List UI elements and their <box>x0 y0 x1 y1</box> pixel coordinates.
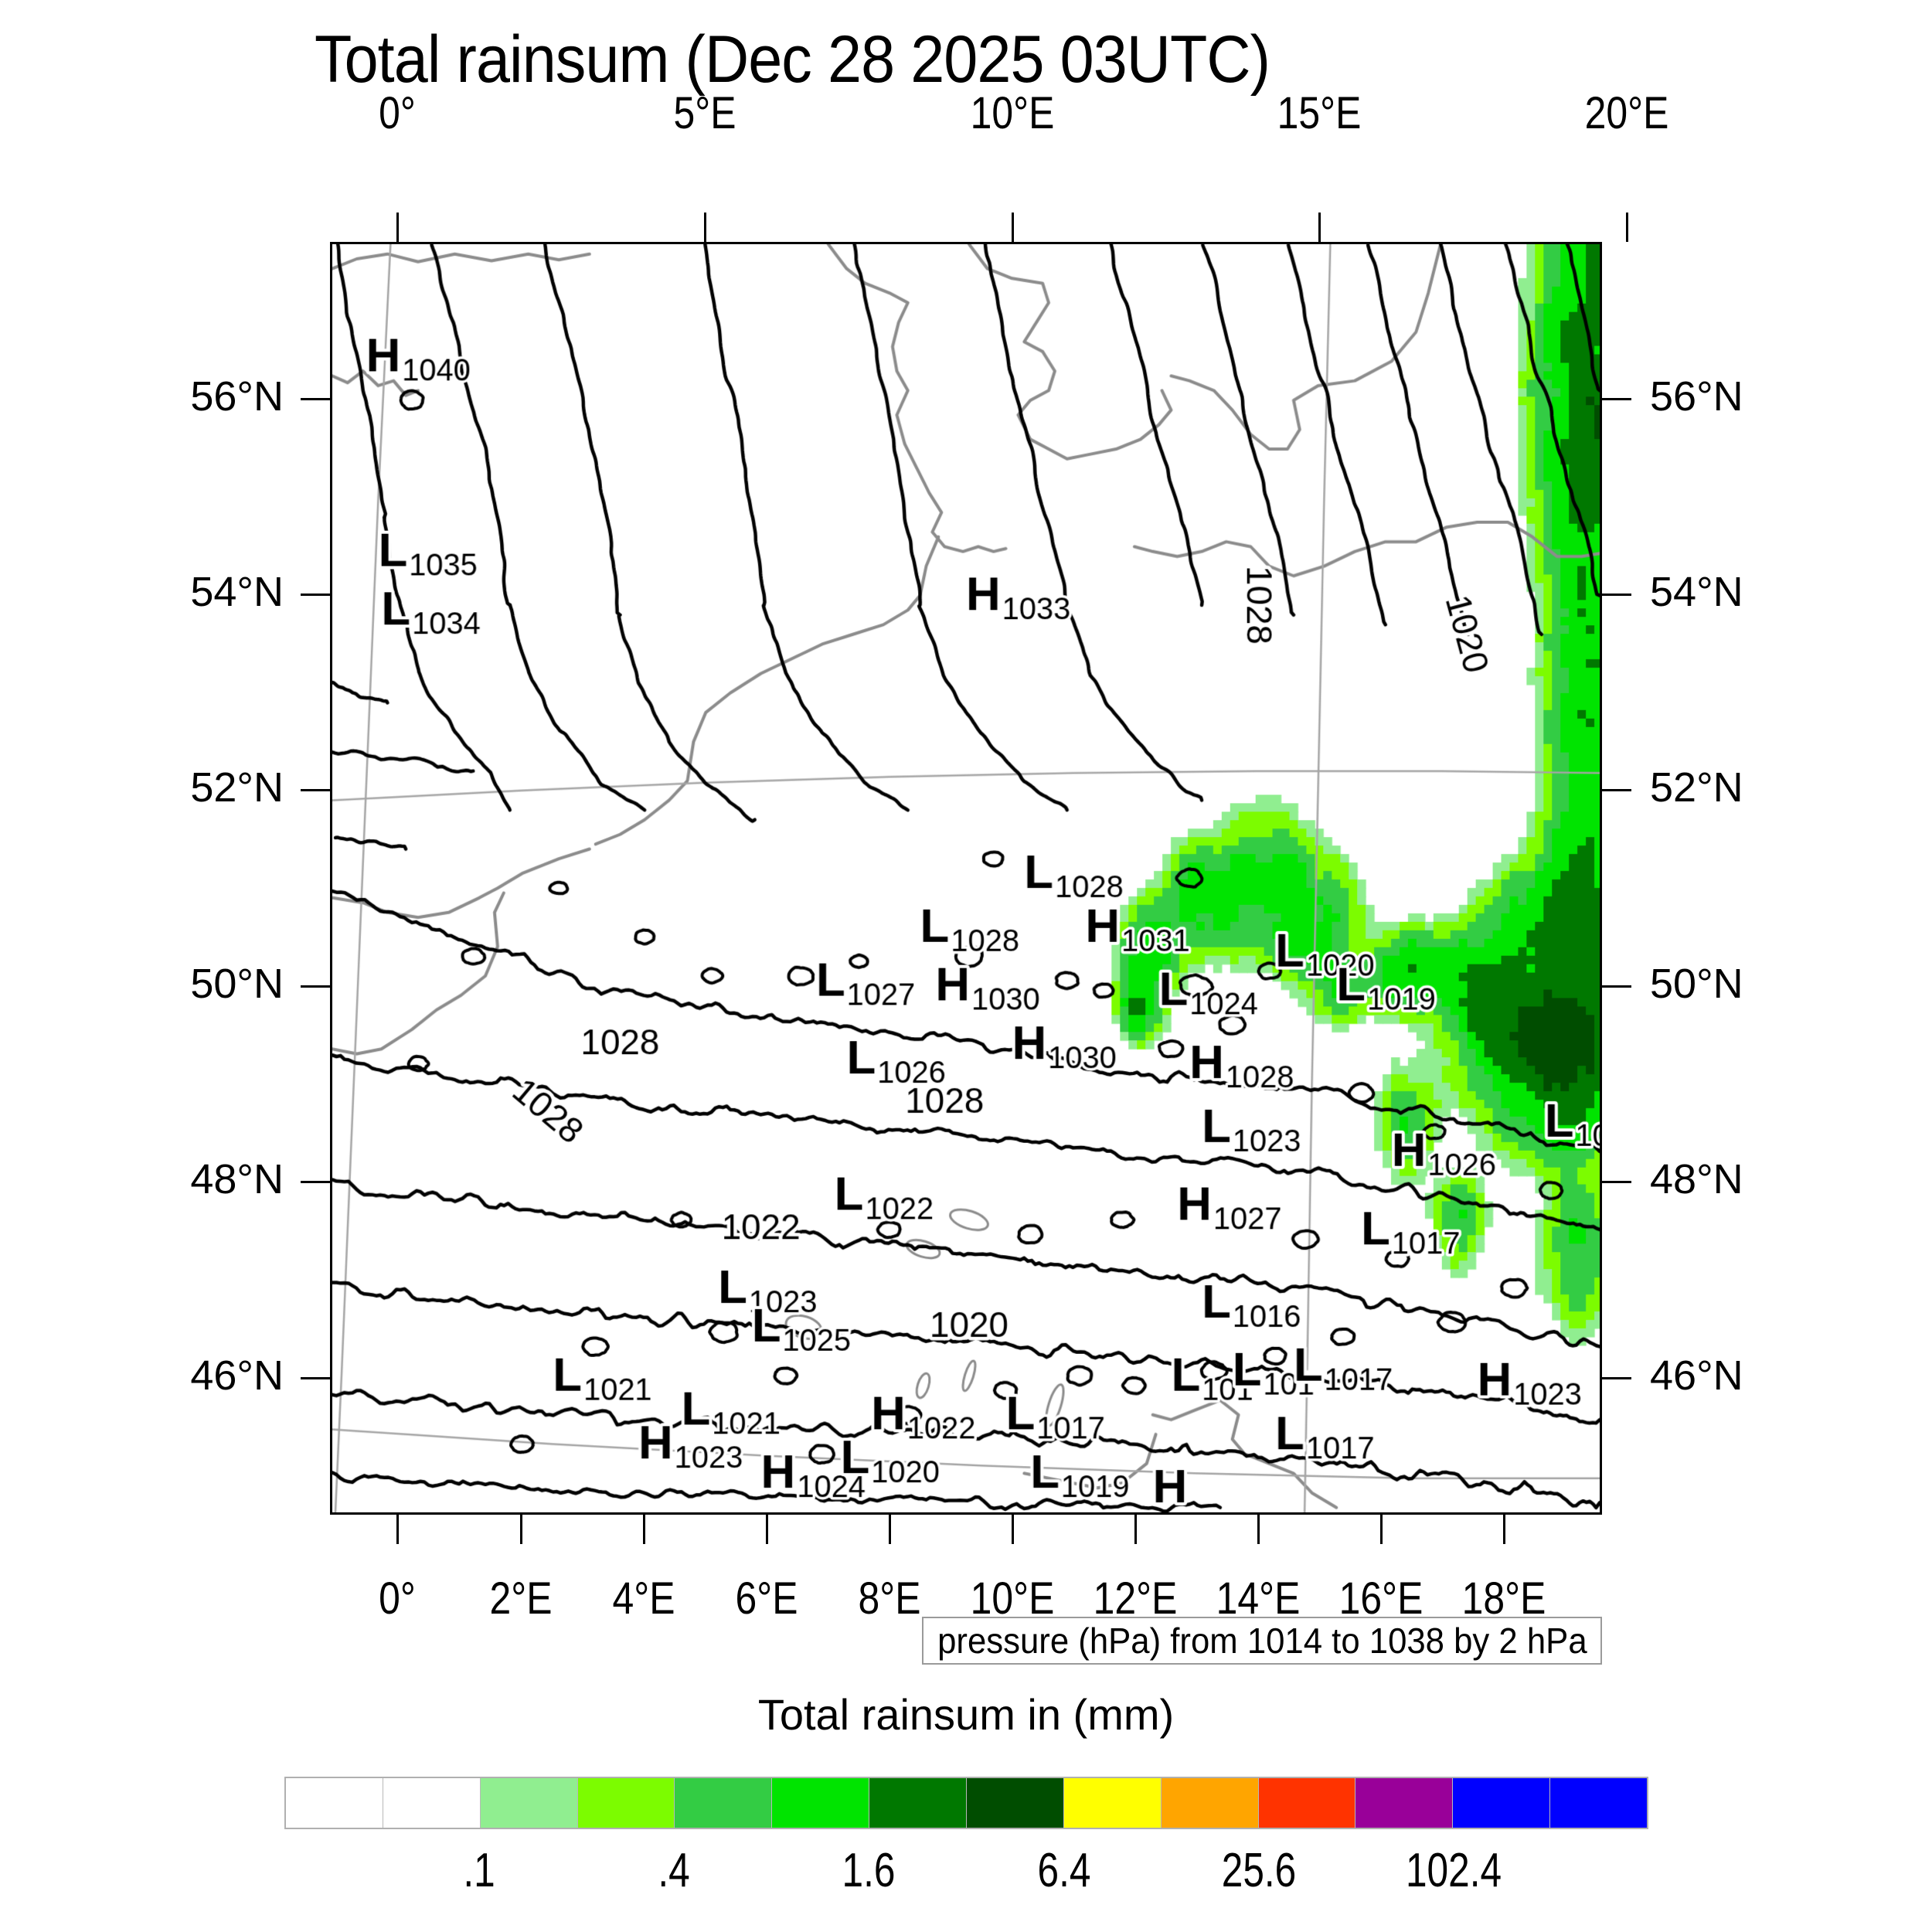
pressure-legend-text: pressure (hPa) from 1014 to 1038 by 2 hP… <box>937 1621 1587 1661</box>
bottom-axis-label: 8°E <box>858 1573 921 1624</box>
left-axis-label: 48°N <box>190 1156 284 1203</box>
right-tick <box>1602 594 1631 597</box>
left-tick <box>301 1181 330 1184</box>
bottom-axis-label: 0° <box>379 1573 417 1624</box>
bottom-tick <box>1134 1515 1137 1544</box>
top-axis-label: 15°E <box>1277 88 1362 138</box>
bottom-tick <box>396 1515 400 1544</box>
right-axis-label: 48°N <box>1650 1156 1743 1203</box>
bottom-axis-label: 16°E <box>1338 1573 1423 1624</box>
bottom-axis-label: 12°E <box>1093 1573 1178 1624</box>
bottom-axis-label: 2°E <box>489 1573 552 1624</box>
page-title: Total rainsum (Dec 28 2025 03UTC) <box>314 22 1270 97</box>
top-axis-label: 10°E <box>970 88 1054 138</box>
right-tick <box>1602 1181 1631 1184</box>
top-tick <box>396 213 400 242</box>
bottom-axis-label: 10°E <box>970 1573 1054 1624</box>
top-tick <box>704 213 707 242</box>
top-axis-label: 20°E <box>1584 88 1669 138</box>
left-axis-label: 52°N <box>190 764 284 811</box>
colorbar-tick-label: 6.4 <box>1037 1844 1091 1897</box>
left-tick <box>301 1376 330 1379</box>
colorbar-cell <box>1550 1778 1648 1828</box>
bottom-tick <box>642 1515 645 1544</box>
colorbar-tick-label: .4 <box>658 1844 690 1897</box>
colorbar-cell <box>869 1778 968 1828</box>
right-tick <box>1602 1376 1631 1379</box>
bottom-tick <box>1379 1515 1383 1544</box>
bottom-axis-label: 4°E <box>612 1573 675 1624</box>
left-tick <box>301 594 330 597</box>
right-tick <box>1602 397 1631 400</box>
pressure-legend-box: pressure (hPa) from 1014 to 1038 by 2 hP… <box>922 1617 1602 1665</box>
bottom-axis-label: 6°E <box>735 1573 798 1624</box>
right-axis-label: 54°N <box>1650 569 1743 616</box>
colorbar-tick-labels: .1 .4 1.6 6.4 25.6 102.4 <box>284 1843 1648 1913</box>
bottom-axis-label: 18°E <box>1461 1573 1546 1624</box>
bottom-tick <box>765 1515 768 1544</box>
colorbar-cell <box>1258 1778 1356 1828</box>
colorbar-cell <box>1355 1778 1454 1828</box>
colorbar-caption: Total rainsum in (mm) <box>757 1690 1175 1739</box>
colorbar-cell <box>286 1778 383 1828</box>
bottom-tick <box>1502 1515 1505 1544</box>
right-tick <box>1602 985 1631 988</box>
right-axis-label: 46°N <box>1650 1352 1743 1399</box>
right-tick <box>1602 789 1631 792</box>
right-axis-label: 56°N <box>1650 372 1743 420</box>
map-plot-area <box>330 242 1602 1515</box>
bottom-tick <box>519 1515 522 1544</box>
left-axis-label: 56°N <box>190 372 284 420</box>
left-axis-label: 54°N <box>190 569 284 616</box>
weather-map-canvas <box>332 244 1600 1512</box>
right-axis-label: 50°N <box>1650 960 1743 1007</box>
left-axis-label: 46°N <box>190 1352 284 1399</box>
colorbar-cell <box>577 1778 675 1828</box>
colorbar-tick-label: 102.4 <box>1405 1844 1502 1897</box>
colorbar-cell <box>675 1778 773 1828</box>
colorbar <box>284 1777 1648 1829</box>
colorbar-cell <box>1161 1778 1259 1828</box>
bottom-axis-label: 14°E <box>1216 1573 1301 1624</box>
colorbar-tick-label: 25.6 <box>1221 1844 1296 1897</box>
colorbar-cell <box>383 1778 481 1828</box>
top-tick <box>1318 213 1321 242</box>
colorbar-cell <box>480 1778 578 1828</box>
right-axis-label: 52°N <box>1650 764 1743 811</box>
left-tick <box>301 397 330 400</box>
bottom-tick <box>1011 1515 1014 1544</box>
bottom-tick <box>1257 1515 1260 1544</box>
colorbar-tick-label: 1.6 <box>842 1844 896 1897</box>
colorbar-cell <box>772 1778 870 1828</box>
top-axis-label: 0° <box>379 88 417 138</box>
top-tick <box>1011 213 1014 242</box>
colorbar-tick-label: .1 <box>463 1844 495 1897</box>
left-tick <box>301 789 330 792</box>
top-axis-label: 5°E <box>673 88 736 138</box>
left-tick <box>301 985 330 988</box>
colorbar-cell <box>1063 1778 1162 1828</box>
colorbar-cell <box>1453 1778 1551 1828</box>
colorbar-cell <box>967 1778 1064 1828</box>
top-tick <box>1625 213 1628 242</box>
bottom-tick <box>888 1515 891 1544</box>
left-axis-label: 50°N <box>190 960 284 1007</box>
